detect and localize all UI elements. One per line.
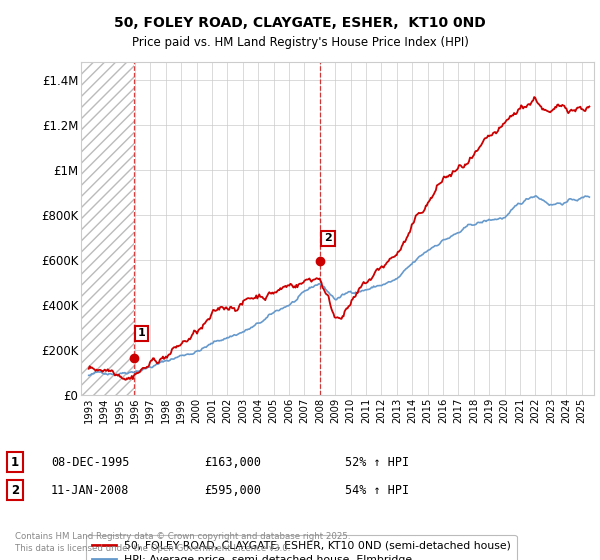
- Legend: 50, FOLEY ROAD, CLAYGATE, ESHER, KT10 0ND (semi-detached house), HPI: Average pr: 50, FOLEY ROAD, CLAYGATE, ESHER, KT10 0N…: [86, 535, 517, 560]
- Text: 08-DEC-1995: 08-DEC-1995: [51, 455, 130, 469]
- Text: £163,000: £163,000: [204, 455, 261, 469]
- Text: £595,000: £595,000: [204, 483, 261, 497]
- Text: 11-JAN-2008: 11-JAN-2008: [51, 483, 130, 497]
- Text: 50, FOLEY ROAD, CLAYGATE, ESHER,  KT10 0ND: 50, FOLEY ROAD, CLAYGATE, ESHER, KT10 0N…: [114, 16, 486, 30]
- Text: Price paid vs. HM Land Registry's House Price Index (HPI): Price paid vs. HM Land Registry's House …: [131, 36, 469, 49]
- Text: 54% ↑ HPI: 54% ↑ HPI: [345, 483, 409, 497]
- Text: 2: 2: [324, 234, 332, 244]
- Text: 1: 1: [137, 328, 145, 338]
- Text: Contains HM Land Registry data © Crown copyright and database right 2025.
This d: Contains HM Land Registry data © Crown c…: [15, 532, 350, 553]
- Text: 2: 2: [11, 483, 19, 497]
- Text: 1: 1: [11, 455, 19, 469]
- Text: 52% ↑ HPI: 52% ↑ HPI: [345, 455, 409, 469]
